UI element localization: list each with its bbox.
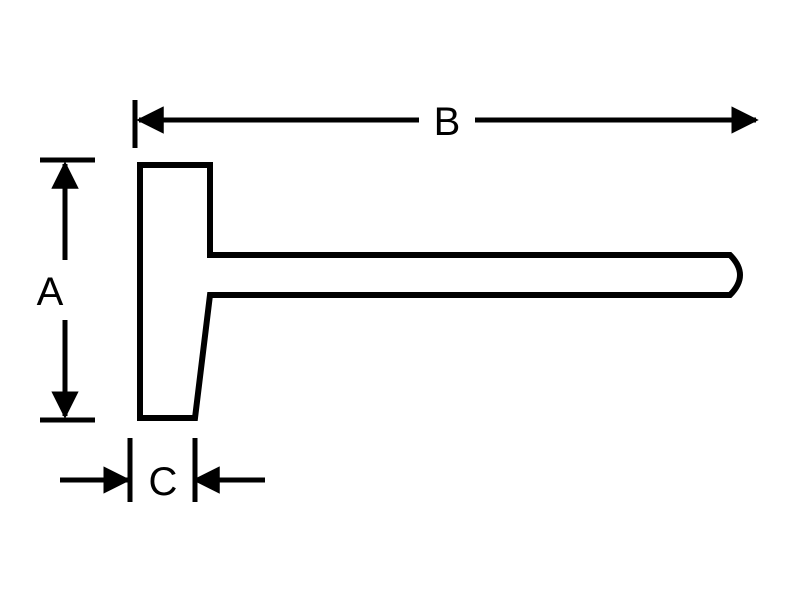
dimension-label-b: B	[434, 100, 461, 144]
dimension-label-c: C	[149, 460, 178, 504]
dimension-a-group: A	[37, 160, 95, 420]
tool-outline	[140, 165, 740, 418]
dimension-label-a: A	[37, 270, 64, 314]
dimension-c-group: C	[60, 438, 265, 504]
dimension-b-group: B	[135, 100, 756, 148]
dimension-diagram: A B C	[0, 0, 800, 600]
